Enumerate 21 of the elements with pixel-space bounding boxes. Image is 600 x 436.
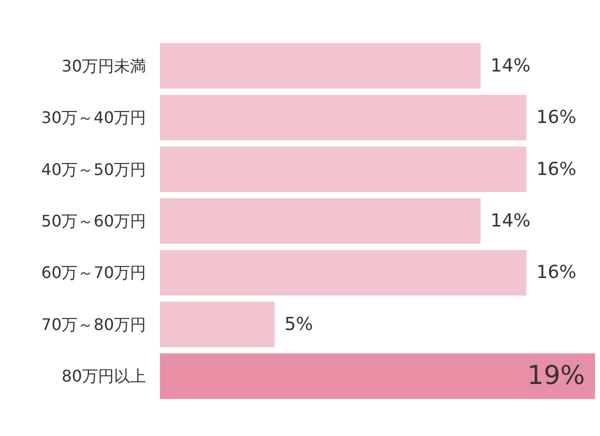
- y-tick-label: 30万円未満: [62, 56, 146, 76]
- bar: [160, 43, 481, 89]
- y-tick-label: 80万円以上: [62, 366, 146, 386]
- data-label: 16%: [536, 158, 576, 180]
- y-tick-label: 30万～40万円: [41, 108, 146, 128]
- y-tick-label: 70万～80万円: [41, 314, 146, 334]
- bar: [160, 353, 595, 399]
- y-tick-label: 40万～50万円: [41, 160, 146, 179]
- bar: [160, 302, 274, 348]
- data-label: 5%: [284, 314, 314, 335]
- data-label: 14%: [490, 55, 531, 76]
- bar: [160, 250, 526, 296]
- data-label: 16%: [536, 262, 576, 284]
- y-tick-label: 50万～60万円: [41, 212, 146, 230]
- data-label: 16%: [536, 107, 576, 128]
- bar: [160, 94, 526, 140]
- data-label: 14%: [490, 210, 531, 232]
- data-label: 19%: [527, 361, 585, 392]
- bar: [160, 198, 481, 244]
- bar: [160, 146, 526, 192]
- y-tick-label: 60万～70万円: [41, 263, 146, 282]
